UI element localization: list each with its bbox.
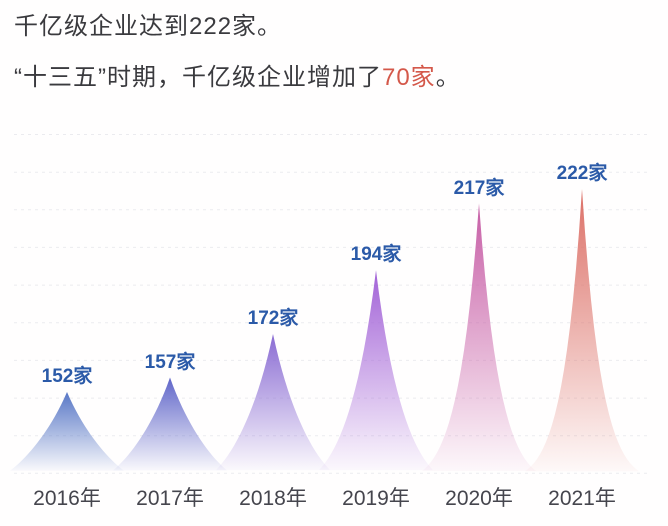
headline-increase-prefix: “十三五”时期，千亿级企业增加了: [14, 64, 382, 91]
year-label: 2016年: [33, 487, 101, 510]
peak-2018年: [216, 334, 330, 471]
value-label: 152家: [42, 364, 94, 387]
year-label: 2017年: [136, 487, 204, 510]
value-label: 194家: [351, 242, 403, 265]
year-label: 2018年: [239, 487, 307, 510]
headline-increase-suffix: 。: [435, 64, 461, 91]
peak-2017年: [113, 377, 227, 471]
value-label: 217家: [454, 176, 506, 199]
peak-2020年: [422, 203, 536, 471]
year-label: 2021年: [548, 487, 616, 510]
value-label: 157家: [145, 350, 197, 373]
headline-total: 千亿级企业达到222家。: [14, 13, 283, 40]
value-label: 172家: [248, 306, 300, 329]
value-label: 222家: [557, 161, 609, 184]
peak-2016年: [10, 392, 124, 471]
year-label: 2020年: [445, 487, 513, 510]
headline-increase: “十三五”时期，千亿级企业增加了70家。: [14, 63, 461, 93]
year-label: 2019年: [342, 487, 410, 510]
headline-increase-highlight: 70家: [381, 64, 436, 91]
peak-2019年: [319, 270, 433, 471]
peak-2021年: [525, 189, 639, 472]
